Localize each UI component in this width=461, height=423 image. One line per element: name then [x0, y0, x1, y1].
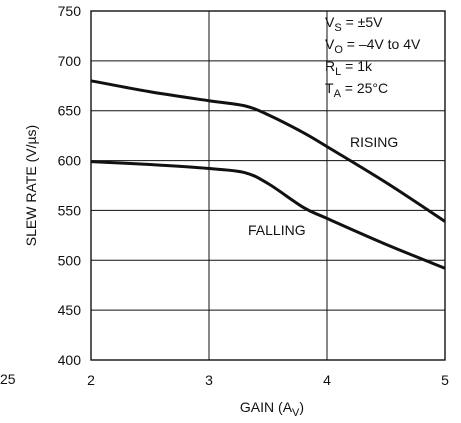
x-axis-label: GAIN (AV) — [240, 399, 304, 419]
series-line-rising — [90, 79, 446, 223]
x-tick-labels: 2 3 4 5 — [87, 372, 449, 388]
condition-line: RL = 1k — [325, 58, 373, 78]
y-tick-labels: 400 450 500 550 600 650 700 750 — [58, 3, 82, 368]
series-labels: RISING FALLING — [248, 134, 398, 238]
series-label-falling: FALLING — [248, 222, 306, 238]
y-tick-label: 550 — [58, 202, 82, 218]
y-tick-label: 650 — [58, 103, 82, 119]
y-tick-label: 750 — [58, 3, 82, 19]
y-tick-label: 500 — [58, 252, 82, 268]
y-tick-label: 700 — [58, 53, 82, 69]
series-line-falling — [90, 160, 446, 270]
x-tick-label: 2 — [87, 372, 95, 388]
y-tick-label: 450 — [58, 302, 82, 318]
grid-lines — [91, 11, 445, 360]
y-tick-label: 400 — [58, 352, 82, 368]
x-tick-label: 5 — [441, 372, 449, 388]
condition-line: VO = –4V to 4V — [325, 36, 421, 56]
y-tick-label: 600 — [58, 153, 82, 169]
x-tick-label: 4 — [323, 372, 331, 388]
series-label-rising: RISING — [350, 134, 398, 150]
x-tick-label: 3 — [205, 372, 213, 388]
edge-fragment-text: 25 — [0, 371, 16, 387]
y-axis-label: SLEW RATE (V/µs) — [23, 125, 39, 246]
condition-line: TA = 25°C — [325, 80, 388, 100]
series-lines — [90, 79, 446, 270]
condition-line: VS = ±5V — [325, 14, 383, 34]
plot-frame — [90, 10, 446, 361]
